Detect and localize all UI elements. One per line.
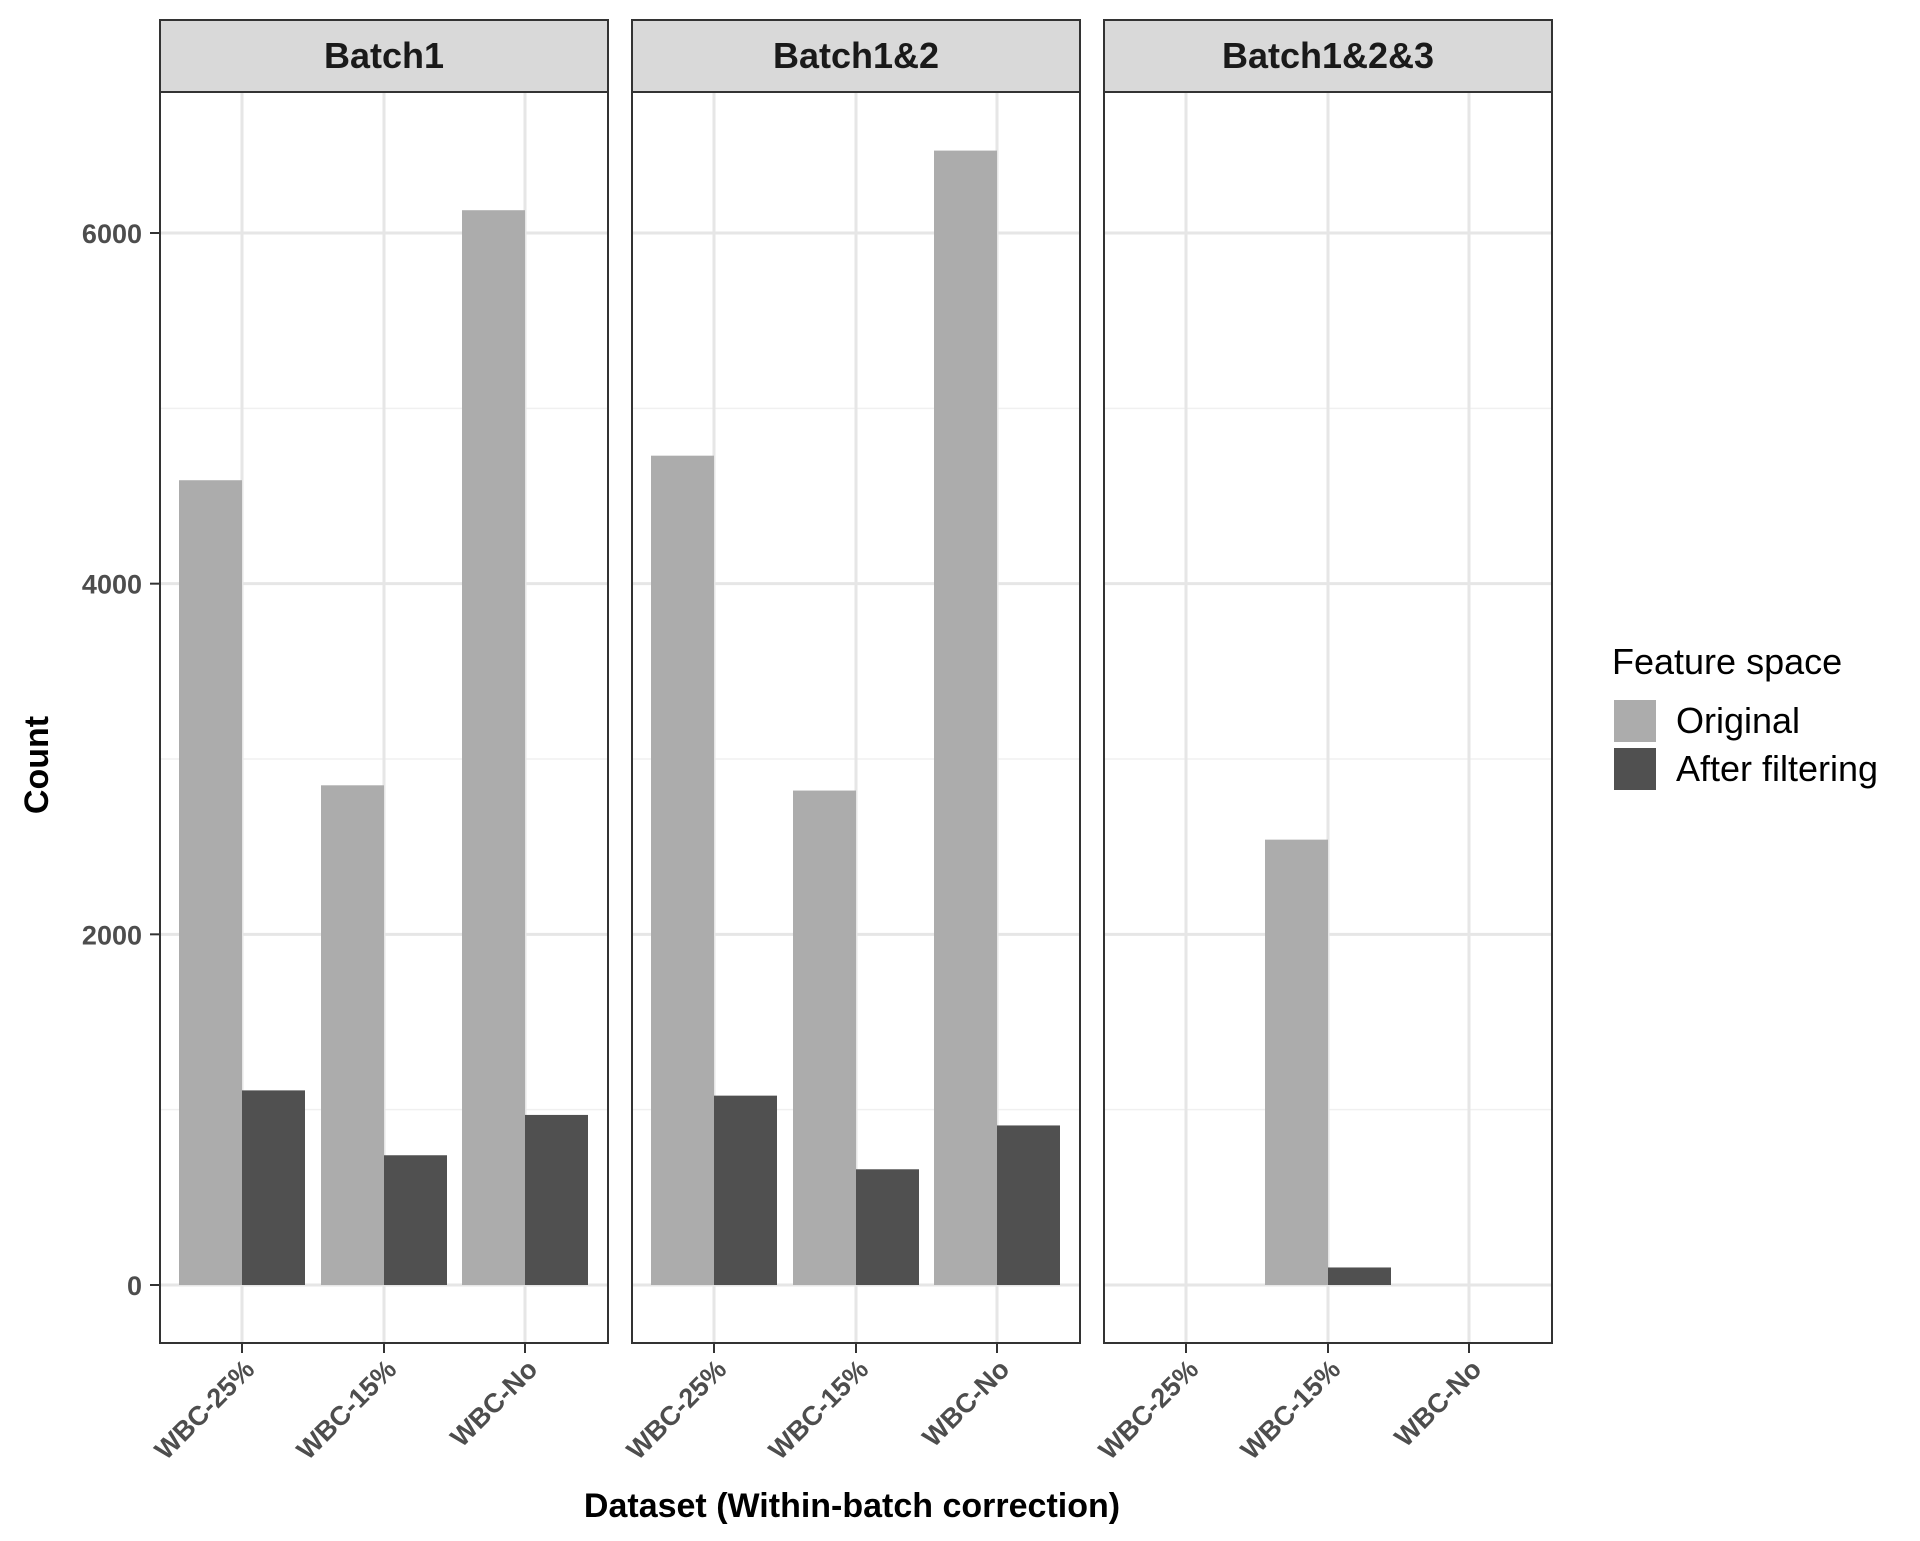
y-tick-label: 0 — [127, 1271, 142, 1301]
x-tick-label: WBC-25% — [1093, 1354, 1204, 1465]
facet-strip-label: Batch1 — [324, 35, 444, 76]
bar-after-filtering — [997, 1125, 1060, 1285]
facet-strip — [1103, 19, 1553, 93]
x-tick-label: WBC-25% — [149, 1354, 260, 1465]
x-tick-label: WBC-15% — [763, 1354, 874, 1465]
x-tick-label: WBC-No — [917, 1354, 1016, 1453]
bar-after-filtering — [1328, 1267, 1391, 1285]
x-axis-title: Dataset (Within-batch correction) — [584, 1487, 1120, 1525]
bar-after-filtering — [525, 1114, 588, 1285]
facet-panel: Batch1&2&3 WBC-25% WBC-15% WBC-No — [1093, 19, 1553, 1465]
legend-label: Original — [1676, 700, 1800, 741]
bar-original — [179, 480, 242, 1286]
legend-key-original — [1614, 700, 1656, 742]
bar-original — [934, 150, 997, 1285]
legend-key-after-filtering — [1614, 748, 1656, 790]
x-tick-label: WBC-25% — [621, 1354, 732, 1465]
x-tick-label: WBC-No — [1389, 1354, 1488, 1453]
ticks-layer: 0 2000 4000 6000 — [82, 219, 160, 1301]
facet-panel: Batch1 WBC-25% WBC-15% WBC-No — [149, 19, 609, 1465]
x-tick-label: WBC-No — [445, 1354, 544, 1453]
legend-items: Original After filtering — [1614, 700, 1878, 790]
panels-layer: Batch1 WBC-25% WBC-15% WBC-No Batch1&2 WBC-25… — [149, 19, 1553, 1465]
x-tick-label: WBC-15% — [291, 1354, 402, 1465]
facet-strip-label: Batch1&2 — [773, 35, 939, 76]
bar-after-filtering — [856, 1169, 919, 1285]
legend-title: Feature space — [1612, 641, 1842, 682]
facet-panel: Batch1&2 WBC-25% WBC-15% WBC-No — [621, 19, 1081, 1465]
bar-original — [651, 455, 714, 1285]
facet-strip — [631, 19, 1081, 93]
bar-original — [793, 790, 856, 1285]
bar-original — [462, 210, 525, 1285]
bar-original — [1265, 839, 1328, 1285]
y-tick-label: 6000 — [82, 219, 142, 249]
bar-after-filtering — [384, 1155, 447, 1285]
bar-after-filtering — [242, 1090, 305, 1285]
bar-original — [321, 785, 384, 1285]
x-tick-label: WBC-15% — [1235, 1354, 1346, 1465]
legend: Feature space Original After filtering — [1612, 641, 1878, 790]
bar-after-filtering — [714, 1095, 777, 1285]
y-tick-label: 2000 — [82, 920, 142, 950]
y-tick-label: 4000 — [82, 570, 142, 600]
facet-strip-label: Batch1&2&3 — [1222, 35, 1434, 76]
y-axis-title: Count — [18, 716, 56, 814]
legend-label: After filtering — [1676, 748, 1878, 789]
facet-strip — [159, 19, 609, 93]
